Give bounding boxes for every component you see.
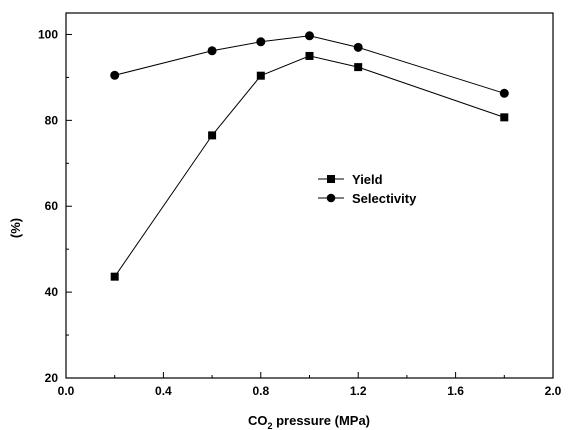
series-layer (110, 31, 509, 281)
legend-marker-selectivity (326, 193, 336, 203)
data-point-selectivity (110, 70, 120, 80)
data-point-yield (208, 131, 217, 140)
x-tick-label: 2.0 (545, 384, 562, 398)
plot-frame (65, 12, 554, 379)
y-tick-label: 40 (45, 285, 59, 299)
data-point-selectivity (353, 42, 363, 52)
legend: Yield Selectivity (318, 172, 417, 206)
x-axis-title-main: CO (248, 413, 268, 428)
x-axis-title: CO2 pressure (MPa) (248, 413, 370, 430)
legend-marker-yield (327, 175, 335, 183)
data-point-yield (110, 272, 119, 281)
y-axis-ticks: 20 40 60 80 100 (38, 27, 72, 385)
y-tick-label: 60 (45, 199, 59, 213)
x-tick-label: 0.4 (155, 384, 172, 398)
x-tick-label: 1.2 (350, 384, 367, 398)
data-point-selectivity (499, 88, 509, 98)
y-tick-label: 100 (38, 27, 58, 41)
y-tick-label: 20 (45, 371, 59, 385)
x-axis-ticks: 0.0 0.4 0.8 1.2 1.6 2.0 (58, 372, 562, 398)
x-tick-label: 0.0 (58, 384, 75, 398)
data-point-selectivity (305, 31, 314, 41)
data-point-selectivity (256, 37, 266, 47)
legend-label-yield: Yield (352, 172, 383, 187)
legend-label-selectivity: Selectivity (352, 191, 417, 206)
series-line-yield (114, 55, 505, 277)
data-point-selectivity (207, 46, 217, 56)
data-point-yield (305, 51, 314, 60)
x-tick-label: 0.8 (252, 384, 269, 398)
x-axis-title-subscript: 2 (267, 421, 272, 430)
y-tick-label: 80 (45, 113, 59, 127)
data-point-yield (256, 71, 265, 80)
x-axis-title-rest: pressure (MPa) (272, 413, 370, 428)
data-point-yield (354, 63, 363, 72)
series-line-selectivity (114, 35, 505, 94)
x-tick-label: 1.6 (447, 384, 464, 398)
data-point-yield (500, 113, 509, 122)
y-axis-title: (%) (8, 218, 23, 238)
